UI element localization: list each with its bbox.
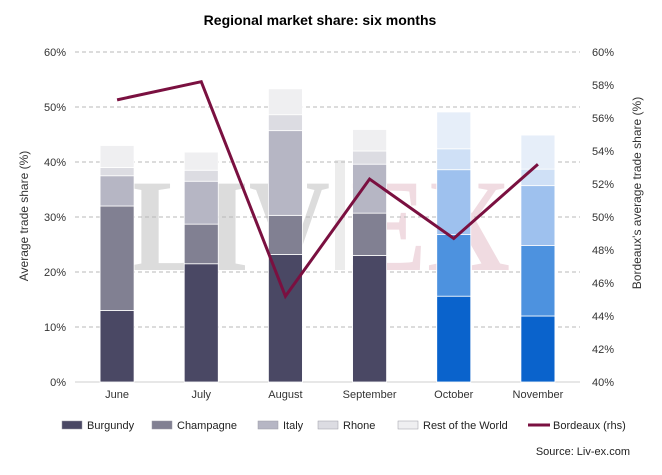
y-tick-label: 50%: [44, 102, 66, 114]
category-labels: June July August September October November: [105, 389, 563, 401]
y2-tick-label: 54%: [592, 146, 614, 158]
y2-tick-label: 44%: [592, 311, 614, 323]
legend-swatch-burgundy: [61, 420, 83, 430]
bar-rhone-september: [352, 150, 387, 165]
bar-champagne-june: [99, 205, 135, 311]
y-tick-label: 0%: [50, 377, 66, 389]
legend-label-bordeaux-rhs: Bordeaux (rhs): [553, 420, 626, 432]
y2-tick-label: 48%: [592, 245, 614, 257]
y-tick-label: 10%: [44, 322, 66, 334]
bar-rhone-june: [99, 167, 135, 177]
y-axis-label: Average trade share (%): [17, 151, 31, 282]
bar-rhone-november: [520, 168, 556, 187]
right-axis-ticks: 40% 42% 44% 46% 48% 50% 52% 54% 56% 58% 60%: [592, 47, 614, 389]
category-label: August: [268, 389, 302, 401]
legend: Burgundy Champagne Italy Rhone Rest of the W…: [61, 420, 626, 432]
legend-swatch-italy: [257, 420, 279, 430]
bar-champagne-july: [183, 223, 219, 265]
y2-tick-label: 60%: [592, 47, 614, 59]
bar-rest-of-the-world-august: [268, 88, 303, 116]
bar-burgundy-november: [520, 315, 556, 383]
bar-italy-november: [520, 185, 556, 246]
bordeaux-line: [116, 79, 539, 300]
y2-tick-label: 50%: [592, 212, 614, 224]
category-label: July: [191, 389, 211, 401]
legend-swatch-rest-of-the-world: [397, 420, 419, 430]
bar-italy-october: [436, 169, 472, 235]
bar-rhone-august: [268, 114, 303, 132]
category-label: September: [343, 389, 397, 401]
bar-champagne-october: [436, 234, 472, 297]
bar-italy-june: [99, 175, 135, 207]
bar-burgundy-october: [436, 295, 472, 383]
category-label: June: [105, 389, 129, 401]
y-tick-label: 30%: [44, 212, 66, 224]
y-tick-label: 60%: [44, 47, 66, 59]
legend-swatch-rhone: [317, 420, 339, 430]
left-axis-ticks: 0% 10% 20% 30% 40% 50% 60%: [44, 47, 66, 389]
bar-rhone-october: [436, 148, 472, 171]
y2-tick-label: 52%: [592, 179, 614, 191]
bar-champagne-august: [268, 214, 303, 255]
bar-burgundy-july: [183, 263, 219, 383]
category-label: November: [513, 389, 564, 401]
bar-rest-of-the-world-october: [436, 111, 472, 150]
legend-label-burgundy: Burgundy: [87, 420, 135, 432]
bar-burgundy-september: [352, 255, 387, 383]
y-tick-label: 20%: [44, 267, 66, 279]
bars: [99, 88, 556, 383]
bar-rest-of-the-world-june: [99, 145, 135, 168]
y2-tick-label: 40%: [592, 377, 614, 389]
source-note: Source: Liv-ex.com: [536, 446, 630, 458]
y-tick-label: 40%: [44, 157, 66, 169]
bar-burgundy-august: [268, 253, 303, 383]
legend-label-rest-of-the-world: Rest of the World: [423, 420, 508, 432]
y2-axis-label: Bordeaux's average trade share (%): [630, 97, 644, 289]
bar-rest-of-the-world-november: [520, 134, 556, 170]
bar-champagne-november: [520, 245, 556, 317]
bordeaux-line-path: [116, 79, 539, 300]
y2-tick-label: 46%: [592, 278, 614, 290]
bar-rest-of-the-world-september: [352, 129, 387, 152]
bar-burgundy-june: [99, 310, 135, 383]
bar-champagne-september: [352, 212, 387, 256]
gridlines: [75, 51, 580, 383]
chart-title: Regional market share: six months: [204, 12, 437, 28]
legend-label-rhone: Rhone: [343, 420, 375, 432]
bar-italy-july: [183, 180, 219, 225]
y2-tick-label: 42%: [592, 344, 614, 356]
bar-rest-of-the-world-july: [183, 151, 219, 171]
legend-label-italy: Italy: [283, 420, 304, 432]
category-label: October: [434, 389, 473, 401]
legend-swatch-champagne: [151, 420, 173, 430]
legend-label-champagne: Champagne: [177, 420, 237, 432]
bar-italy-august: [268, 130, 303, 216]
bar-rhone-july: [183, 169, 219, 182]
y2-tick-label: 58%: [592, 80, 614, 92]
y2-tick-label: 56%: [592, 113, 614, 125]
